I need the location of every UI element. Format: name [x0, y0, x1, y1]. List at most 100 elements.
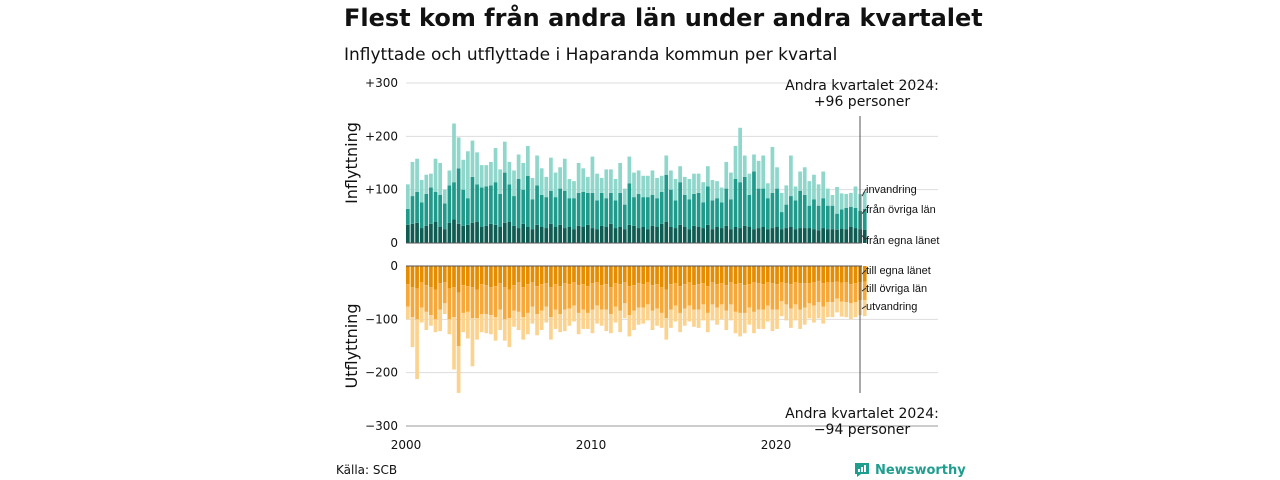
bar-in-0: [835, 229, 839, 243]
bar-out-2: [835, 298, 839, 313]
bar-out-0: [452, 266, 456, 288]
bar-in-2: [484, 165, 489, 187]
bar-out-0: [802, 266, 807, 284]
bar-in-0: [825, 229, 830, 243]
bar-out-1: [784, 283, 789, 305]
bar-out-2: [562, 309, 567, 332]
bar-in-2: [765, 183, 770, 199]
bar-out-1: [452, 287, 456, 318]
bar-in-0: [609, 223, 613, 243]
bar-out-2: [784, 304, 789, 321]
bar-out-2: [535, 314, 539, 336]
bar-out-0: [475, 266, 479, 290]
bar-out-2: [756, 309, 761, 329]
bar-out-0: [729, 266, 733, 282]
bar-in-1: [415, 191, 419, 223]
bar-out-2: [641, 307, 646, 324]
bar-out-0: [512, 266, 516, 286]
bar-in-0: [613, 228, 618, 243]
bar-in-2: [669, 170, 673, 190]
bar-out-1: [862, 281, 867, 301]
bar-in-2: [479, 165, 484, 188]
bar-out-1: [465, 286, 470, 312]
bar-in-2: [793, 186, 798, 201]
bar-out-1: [424, 285, 429, 312]
bar-out-1: [632, 285, 636, 311]
bar-in-2: [419, 180, 424, 203]
bar-in-0: [470, 222, 475, 243]
bar-out-2: [632, 310, 636, 330]
bar-in-1: [567, 198, 572, 227]
bar-in-0: [715, 227, 719, 243]
bar-out-1: [747, 284, 752, 308]
bar-in-0: [502, 222, 507, 243]
bar-out-1: [729, 282, 733, 305]
bar-out-1: [442, 282, 447, 304]
bar-in-0: [530, 229, 535, 243]
bar-out-2: [752, 311, 756, 334]
bar-out-1: [627, 286, 632, 316]
bar-in-2: [452, 123, 456, 183]
bar-out-2: [484, 314, 489, 334]
bar-out-2: [539, 310, 544, 330]
bar-in-1: [705, 186, 710, 225]
bar-in-0: [664, 221, 669, 243]
bar-out-1: [549, 287, 553, 318]
bar-out-1: [733, 284, 738, 312]
bar-out-1: [793, 282, 798, 305]
bar-in-0: [447, 222, 452, 243]
bar-out-2: [775, 309, 779, 329]
bar-out-1: [664, 289, 669, 319]
bar-in-2: [498, 169, 502, 194]
bar-out-0: [678, 266, 682, 287]
bar-in-2: [756, 160, 761, 189]
bar-out-2: [465, 311, 470, 339]
bar-out-0: [521, 266, 526, 288]
source-note: Källa: SCB: [336, 463, 398, 477]
bar-out-2: [710, 304, 715, 321]
bar-out-1: [719, 283, 724, 305]
bar-in-1: [659, 191, 664, 224]
bar-in-1: [655, 198, 659, 227]
bar-in-2: [770, 147, 775, 193]
bar-in-0: [812, 229, 816, 243]
bar-in-0: [729, 229, 733, 243]
bar-in-0: [738, 228, 742, 243]
bar-in-2: [812, 174, 816, 200]
bar-out-2: [590, 309, 595, 334]
bar-out-0: [793, 266, 798, 282]
bar-out-0: [498, 266, 502, 284]
bar-in-0: [641, 227, 646, 243]
bar-in-2: [475, 152, 479, 185]
bar-in-2: [525, 145, 530, 176]
bar-out-1: [516, 282, 521, 312]
bar-in-2: [442, 189, 447, 204]
series-label: invandring: [866, 184, 917, 196]
bar-out-0: [673, 266, 678, 284]
bar-in-1: [678, 182, 682, 225]
bar-out-1: [770, 283, 775, 310]
bar-in-2: [835, 187, 839, 214]
bar-in-0: [512, 225, 516, 243]
bar-in-1: [696, 192, 701, 227]
bar-out-0: [507, 266, 512, 290]
bar-in-1: [544, 197, 549, 229]
bar-out-2: [742, 312, 747, 334]
series-label-leader: [861, 208, 867, 214]
bar-in-1: [839, 209, 844, 229]
series-label-leader: [861, 305, 867, 310]
bar-out-2: [627, 315, 632, 337]
y-axis-title: Utflyttning: [342, 304, 361, 389]
bar-out-2: [493, 317, 498, 341]
bar-out-1: [572, 282, 576, 306]
bar-in-2: [613, 179, 618, 201]
bar-in-2: [576, 163, 581, 193]
bar-out-1: [715, 284, 719, 308]
bar-in-0: [581, 227, 586, 243]
bar-out-2: [553, 309, 558, 329]
bar-in-1: [687, 199, 692, 230]
bar-in-0: [752, 229, 756, 243]
bar-out-0: [687, 266, 692, 282]
bar-out-0: [535, 266, 539, 287]
bar-in-1: [775, 188, 779, 227]
